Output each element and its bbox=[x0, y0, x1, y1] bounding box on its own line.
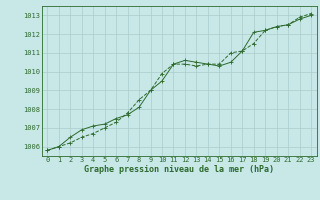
X-axis label: Graphe pression niveau de la mer (hPa): Graphe pression niveau de la mer (hPa) bbox=[84, 165, 274, 174]
